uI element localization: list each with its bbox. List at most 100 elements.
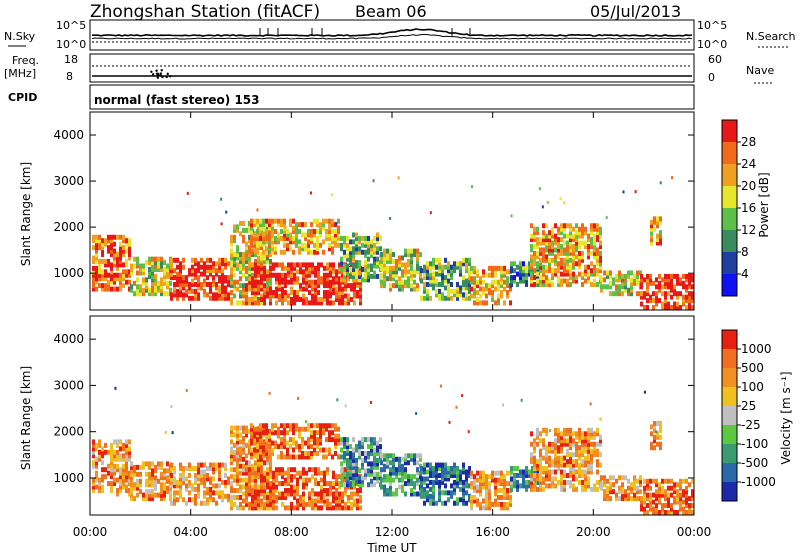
- heatmap-cell: [596, 257, 599, 263]
- heatmap-cell: [145, 287, 148, 293]
- heatmap-cell: [497, 481, 500, 487]
- heatmap-cell: [510, 214, 513, 218]
- heatmap-cell: [245, 227, 248, 233]
- heatmap-cell: [107, 272, 110, 278]
- heatmap-cell: [326, 491, 329, 497]
- heatmap-cell: [296, 276, 299, 282]
- heatmap-cell: [307, 423, 310, 429]
- heatmap-cell: [305, 300, 308, 306]
- heatmap-cell: [98, 269, 101, 275]
- heatmap-cell: [444, 483, 447, 489]
- heatmap-cell: [283, 249, 286, 255]
- heatmap-cell: [389, 248, 392, 254]
- heatmap-cell: [536, 264, 539, 270]
- heatmap-cell: [286, 440, 289, 446]
- heatmap-cell: [548, 278, 551, 284]
- heatmap-cell: [516, 271, 519, 277]
- heatmap-cell: [392, 283, 395, 289]
- heatmap-cell: [410, 488, 413, 494]
- heatmap-cell: [603, 489, 606, 495]
- heatmap-cell: [522, 472, 525, 478]
- heatmap-cell: [116, 463, 119, 469]
- heatmap-cell: [272, 290, 275, 296]
- heatmap-cell: [503, 481, 506, 487]
- heatmap-cell: [593, 441, 596, 447]
- heatmap-cell: [649, 277, 652, 283]
- heatmap-cell: [560, 455, 563, 461]
- heatmap-cell: [224, 285, 227, 291]
- heatmap-cell: [444, 466, 447, 472]
- heatmap-cell: [395, 279, 398, 285]
- heatmap-cell: [95, 460, 98, 466]
- heatmap-cell: [296, 491, 299, 497]
- heatmap-cell: [206, 268, 209, 274]
- heatmap-cell: [145, 482, 148, 488]
- heatmap-cell: [353, 290, 356, 296]
- heatmap-cell: [688, 496, 691, 502]
- heatmap-cell: [462, 292, 465, 298]
- heatmap-cell: [667, 291, 670, 297]
- heatmap-cell: [253, 447, 256, 453]
- heatmap-cell: [560, 469, 563, 475]
- heatmap-cell: [416, 265, 419, 271]
- heatmap-cell: [593, 226, 596, 232]
- heatmap-cell: [236, 470, 239, 476]
- heatmap-cell: [101, 283, 104, 289]
- heatmap-cell: [203, 462, 206, 468]
- heatmap-cell: [361, 440, 364, 446]
- heatmap-cell: [265, 444, 268, 450]
- heatmap-cell: [92, 453, 95, 459]
- heatmap-cell: [554, 438, 557, 444]
- heatmap-cell: [510, 264, 513, 270]
- heatmap-cell: [479, 491, 482, 497]
- heatmap-cell: [139, 263, 142, 269]
- heatmap-cell: [596, 247, 599, 253]
- heatmap-cell: [263, 272, 266, 278]
- heatmap-cell: [316, 229, 319, 235]
- heatmap-cell: [563, 427, 566, 433]
- heatmap-cell: [250, 454, 253, 460]
- heatmap-cell: [302, 505, 305, 511]
- heatmap-cell: [401, 463, 404, 469]
- heatmap-cell: [289, 232, 292, 238]
- heatmap-cell: [319, 447, 322, 453]
- heatmap-cell: [254, 477, 257, 483]
- heatmap-cell: [160, 489, 163, 495]
- heatmap-cell: [533, 230, 536, 236]
- heatmap-cell: [298, 246, 301, 252]
- heatmap-cell: [373, 471, 376, 477]
- heatmap-cell: [239, 488, 242, 494]
- heatmap-cell: [130, 284, 133, 290]
- heatmap-cell: [673, 287, 676, 293]
- heatmap-cell: [435, 500, 438, 506]
- heatmap-cell: [587, 459, 590, 465]
- heatmap-cell: [344, 501, 347, 507]
- heatmap-cell: [468, 271, 471, 277]
- heatmap-cell: [462, 295, 465, 301]
- heatmap-cell: [661, 489, 664, 495]
- heatmap-cell: [476, 498, 479, 504]
- heatmap-cell: [319, 430, 322, 436]
- heatmap-cell: [575, 469, 578, 475]
- heatmap-cell: [107, 262, 110, 268]
- heatmap-cell: [215, 271, 218, 277]
- heatmap-cell: [685, 485, 688, 491]
- heatmap-cell: [376, 447, 379, 453]
- heatmap-cell: [256, 218, 259, 224]
- heatmap-cell: [468, 278, 471, 284]
- heatmap-cell: [392, 467, 395, 473]
- heatmap-cell: [283, 423, 286, 429]
- heatmap-cell: [119, 255, 122, 261]
- heatmap-cell: [248, 248, 251, 254]
- heatmap-cell: [203, 288, 206, 294]
- heatmap-cell: [358, 235, 361, 241]
- heatmap-cell: [530, 431, 533, 437]
- heatmap-cell: [590, 281, 593, 287]
- heatmap-cell: [248, 245, 251, 251]
- heatmap-cell: [236, 245, 239, 251]
- heatmap-cell: [468, 466, 471, 472]
- heatmap-cell: [119, 252, 122, 258]
- heatmap-cell: [370, 461, 373, 467]
- heatmap-cell: [221, 285, 224, 291]
- heatmap-cell: [506, 269, 509, 275]
